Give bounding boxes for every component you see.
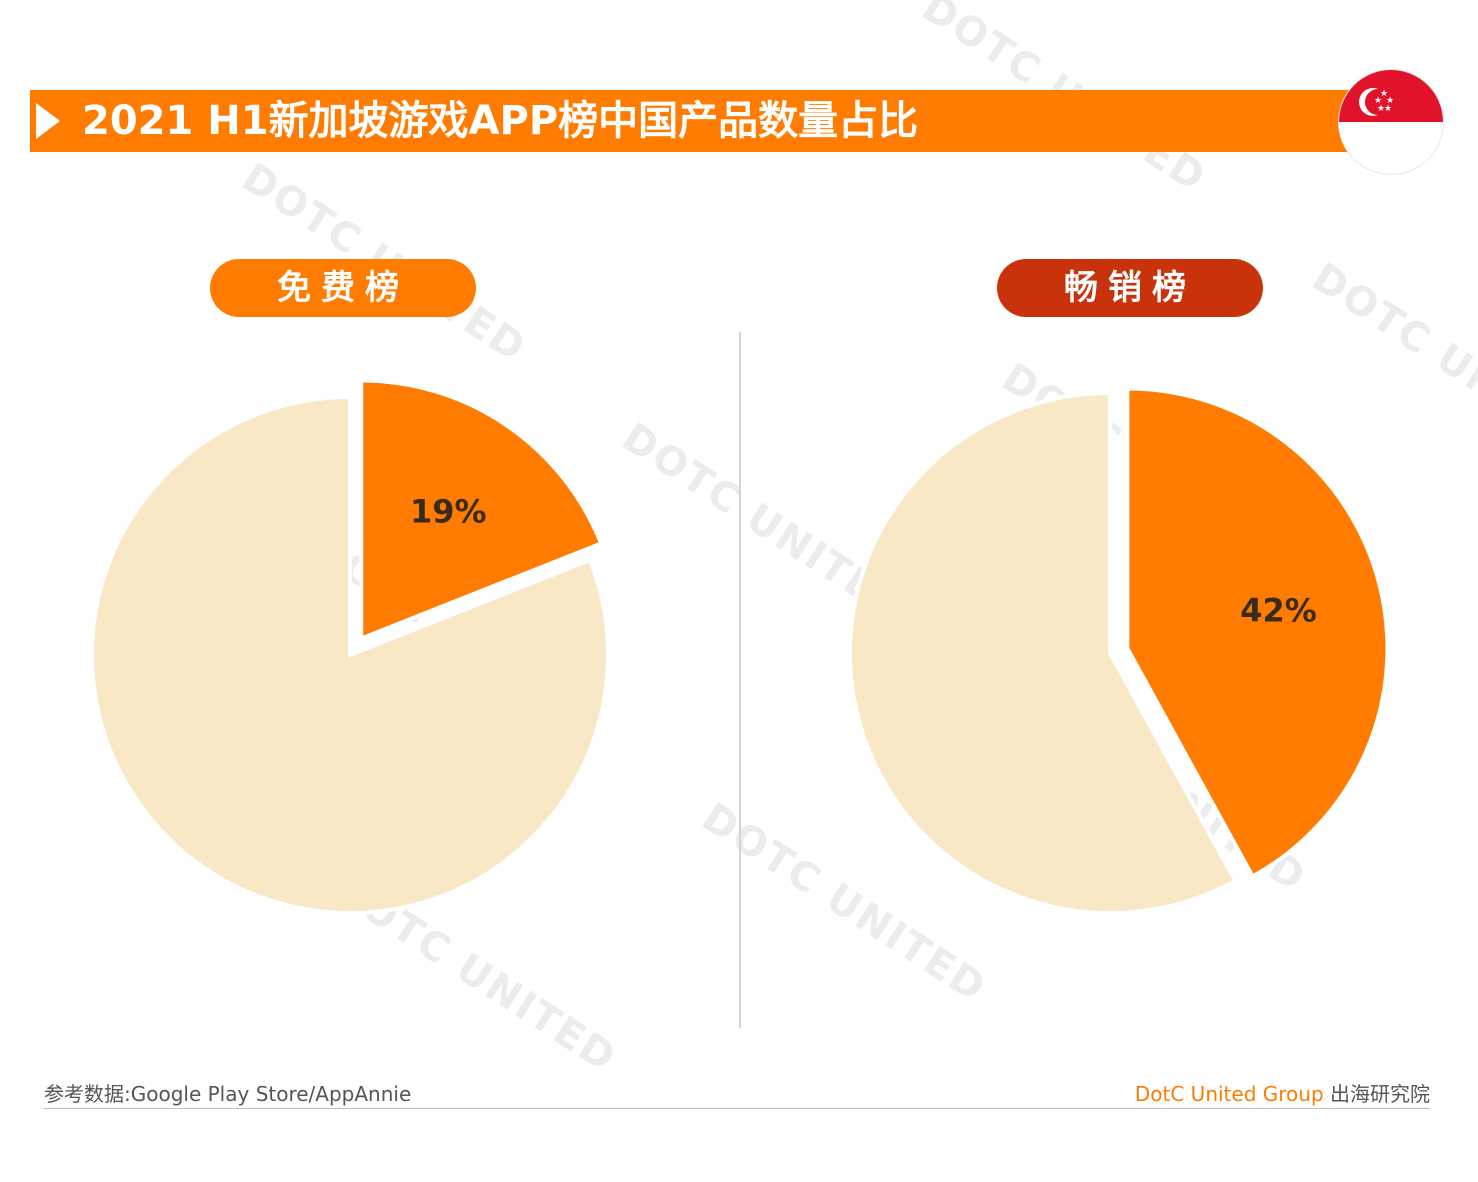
pie-slice	[1125, 386, 1390, 880]
brand-credit: DotC United Group 出海研究院	[1135, 1078, 1430, 1107]
svg-text:★: ★	[1386, 96, 1394, 106]
pie-slice	[90, 394, 610, 915]
play-arrow-icon	[36, 103, 60, 139]
svg-text:★: ★	[1384, 104, 1392, 114]
pie-slice	[848, 390, 1238, 915]
pie-0: 19%	[90, 378, 610, 915]
slice-label: 42%	[1240, 592, 1317, 630]
pie-slice	[359, 378, 604, 642]
singapore-flag-icon: ★ ★ ★ ★ ★	[1339, 70, 1443, 174]
pie-1: 42%	[848, 386, 1390, 915]
grossing-chart-title: 畅销榜	[997, 259, 1263, 317]
footer-rule	[44, 1108, 1430, 1109]
brand-name: DotC United Group	[1134, 1082, 1324, 1106]
svg-text:★: ★	[1380, 89, 1388, 99]
free-chart-title: 免费榜	[210, 259, 476, 317]
brand-name-cn: 出海研究院	[1323, 1082, 1430, 1106]
svg-text:★: ★	[1374, 96, 1382, 106]
svg-text:★: ★	[1377, 104, 1385, 114]
slice-label: 19%	[410, 492, 487, 530]
divider	[739, 332, 741, 1028]
source-note: 参考数据:Google Play Store/AppAnnie	[44, 1082, 412, 1106]
page-title: 2021 H1新加坡游戏APP榜中国产品数量占比	[82, 98, 919, 144]
title-bar: 2021 H1新加坡游戏APP榜中国产品数量占比	[30, 90, 1375, 152]
